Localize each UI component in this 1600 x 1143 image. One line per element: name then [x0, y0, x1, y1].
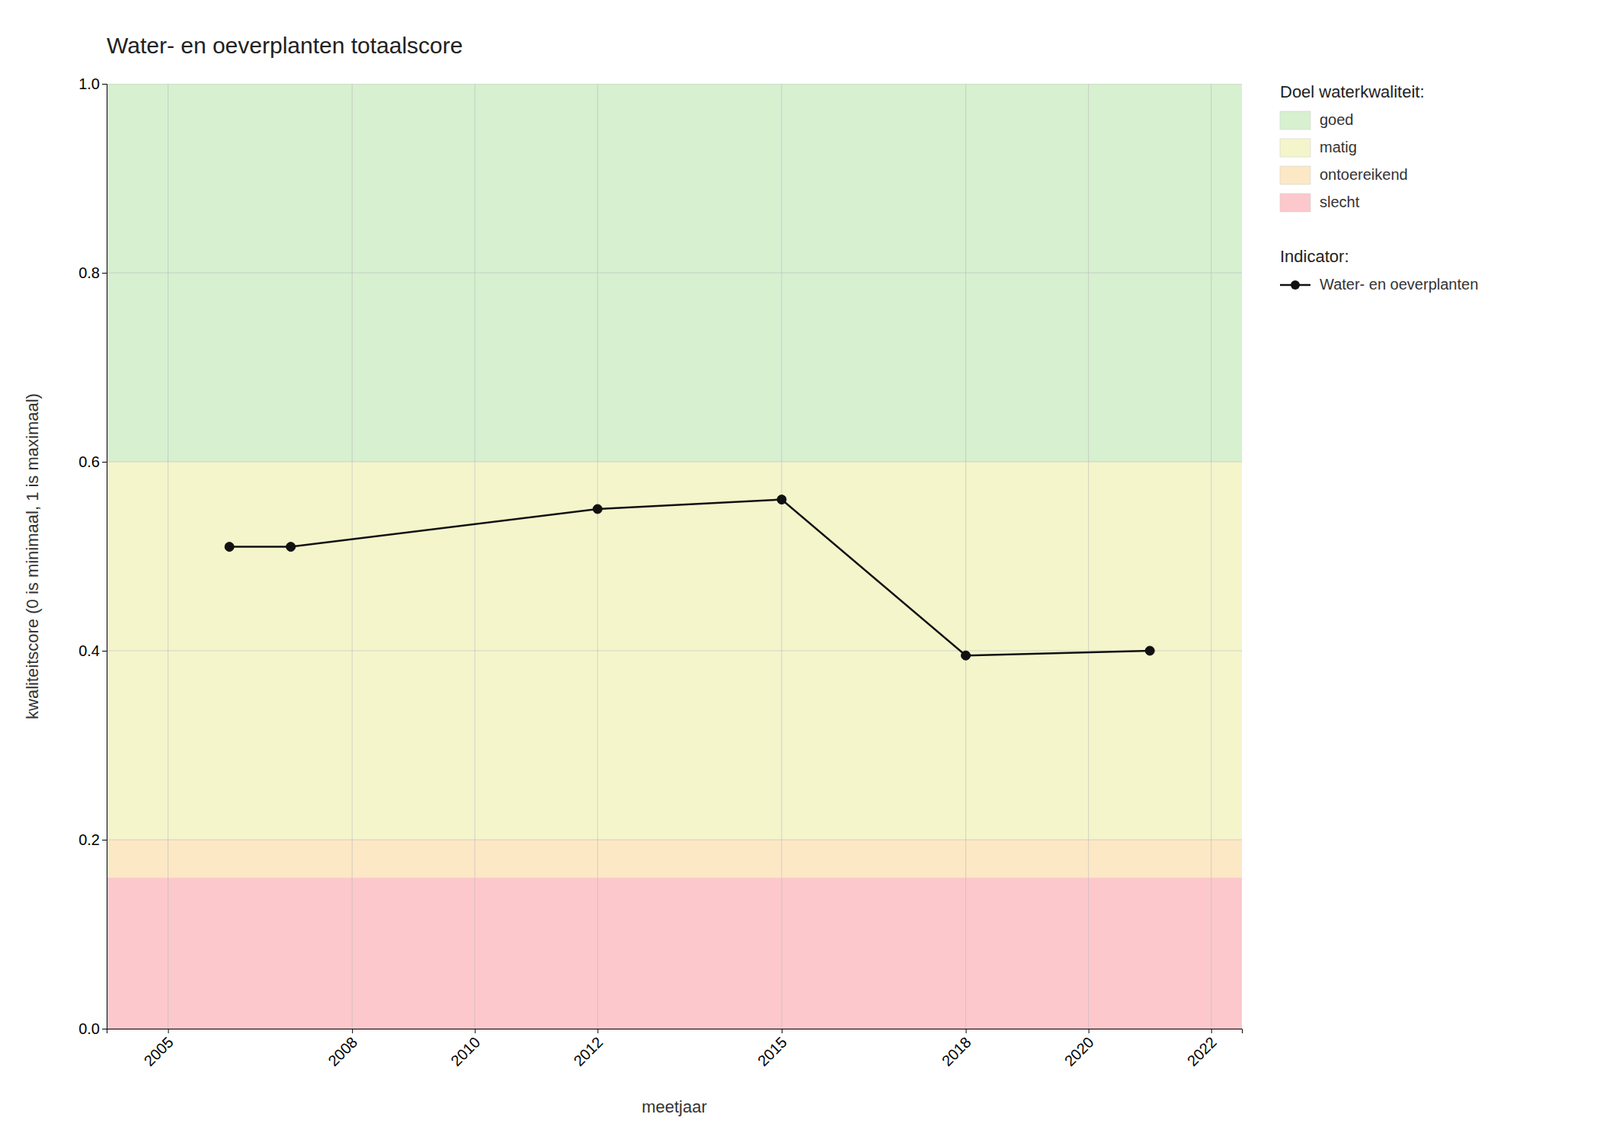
legend-entry: slecht [1319, 193, 1360, 211]
zone [106, 839, 1242, 878]
legend-title: Indicator: [1280, 246, 1350, 266]
grid-line-y [106, 461, 1242, 463]
x-tick: 2012 [569, 1028, 606, 1069]
tick-mark [102, 650, 107, 652]
tick-mark [102, 461, 107, 463]
legend-entry: matig [1319, 138, 1357, 156]
tick-mark [1211, 1028, 1213, 1034]
tick-label: 0.4 [78, 642, 100, 660]
grid-line-x [167, 83, 169, 1029]
axis-domain [102, 84, 108, 1030]
legend-entry: ontoereikend [1319, 166, 1408, 183]
series-point [1145, 646, 1155, 656]
x-axis: 2005 2008 2010 2012 2015 2018 2020 2022 [107, 1028, 1243, 1069]
x-tick: 2008 [324, 1028, 361, 1069]
legend-entry: Water- en oeverplanten [1319, 275, 1479, 293]
tick-mark [168, 1028, 170, 1034]
y-tick: 1.0 [78, 75, 107, 93]
legend-swatch-marker [1290, 280, 1300, 290]
series-point [224, 542, 234, 552]
series-line [229, 499, 1150, 656]
grid-line-y [106, 650, 1242, 652]
tick-label: 0.0 [78, 1020, 100, 1037]
legend-entry: goed [1319, 111, 1354, 128]
tick-mark [966, 1028, 967, 1034]
chart: 200520082010201220152018202020220.00.20.… [0, 0, 1600, 1143]
tick-label: 2008 [324, 1033, 361, 1069]
tick-mark [102, 1028, 107, 1030]
grid-line-y [106, 272, 1242, 274]
tick-label: 2015 [754, 1033, 791, 1069]
x-tick: 2010 [447, 1028, 484, 1069]
legend-swatch [1280, 138, 1311, 157]
tick-label: 2018 [938, 1033, 975, 1069]
legend-swatch [1280, 166, 1311, 185]
y-tick: 0.0 [78, 1020, 107, 1037]
y-tick: 0.6 [78, 453, 107, 471]
tick-mark [352, 1028, 353, 1034]
legend-swatch [1280, 193, 1311, 212]
tick-mark [781, 1028, 783, 1034]
grid-line-x [780, 83, 782, 1029]
axis-domain [107, 1029, 1243, 1034]
tick-label: 2010 [447, 1033, 484, 1069]
grid-line-x [965, 83, 967, 1029]
legend-swatch [1280, 111, 1311, 130]
series-point [592, 504, 602, 514]
tick-mark [102, 272, 107, 274]
grid-line-x [474, 83, 476, 1029]
grid-line-x [352, 83, 353, 1029]
series-point [286, 542, 296, 552]
x-tick: 2020 [1061, 1028, 1098, 1069]
y-tick: 0.2 [78, 831, 107, 848]
zone [106, 461, 1242, 840]
plot-area: 200520082010201220152018202020220.00.20.… [78, 75, 1242, 1069]
tick-label: 1.0 [78, 75, 100, 93]
y-tick: 0.8 [78, 264, 107, 282]
grid-line-x [1088, 83, 1089, 1029]
x-axis-title: meetjaar [641, 1097, 708, 1117]
tick-mark [102, 83, 107, 85]
grid [106, 83, 1242, 1029]
tick-label: 0.2 [78, 831, 100, 848]
tick-label: 2012 [569, 1033, 606, 1069]
y-axis-title: kwaliteitscore (0 is minimaal, 1 is maxi… [22, 393, 42, 720]
legend: Doel waterkwaliteit: goed matig ontoereiken… [1280, 82, 1479, 293]
grid-line-y [106, 1028, 1242, 1030]
x-tick: 2022 [1184, 1028, 1220, 1069]
tick-label: 0.6 [78, 453, 100, 471]
tick-label: 2020 [1061, 1033, 1098, 1069]
x-tick: 2005 [140, 1028, 177, 1069]
series-point [777, 495, 787, 505]
tick-mark [102, 839, 107, 841]
grid-line-y [106, 83, 1242, 85]
series-point [961, 650, 971, 660]
grid-line-y [106, 839, 1242, 841]
x-tick: 2015 [754, 1028, 791, 1069]
zone [106, 83, 1242, 462]
tick-mark [597, 1028, 599, 1034]
y-tick: 0.4 [78, 642, 107, 660]
tick-label: 2022 [1184, 1033, 1220, 1069]
tick-label: 2005 [140, 1033, 177, 1069]
title: Water- en oeverplanten totaalscore [106, 32, 463, 58]
plot-clip-group [106, 83, 1242, 1029]
grid-line-x [597, 83, 599, 1029]
tick-label: 0.8 [78, 264, 100, 282]
x-tick: 2018 [938, 1028, 975, 1069]
grid-line-x [1210, 83, 1212, 1029]
legend-title: Doel waterkwaliteit: [1280, 82, 1425, 102]
zone [106, 877, 1242, 1029]
tick-mark [474, 1028, 476, 1034]
y-axis: 0.0 0.2 0.4 0.6 0.8 1.0 [78, 75, 107, 1037]
tick-mark [1088, 1028, 1090, 1034]
